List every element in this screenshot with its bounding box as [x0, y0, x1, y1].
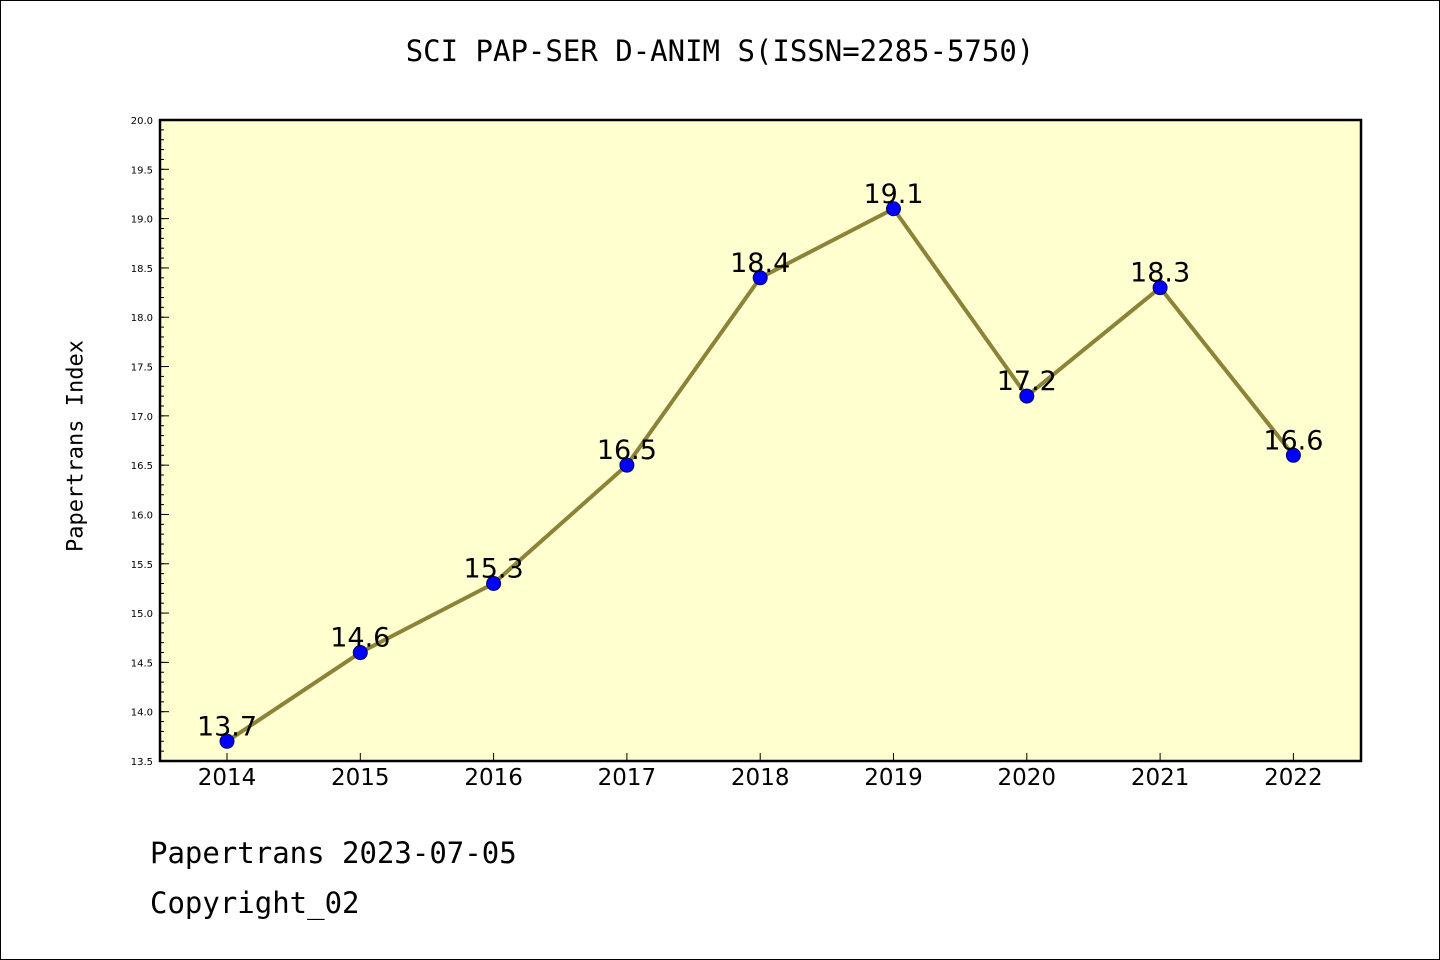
data-label: 18.3 — [1130, 258, 1190, 289]
data-label: 19.1 — [863, 179, 923, 210]
data-label: 16.5 — [597, 435, 657, 466]
y-tick-label: 19.0 — [131, 215, 153, 226]
footer-date: Papertrans 2023-07-05 — [150, 836, 517, 870]
axes-frame — [158, 118, 1363, 763]
y-tick-label: 15.0 — [131, 609, 153, 620]
data-label: 15.3 — [464, 553, 524, 584]
y-tick-label: 18.5 — [131, 264, 153, 275]
y-tick-label: 14.5 — [131, 658, 153, 669]
data-point — [1152, 280, 1168, 296]
y-tick-label: 14.0 — [131, 708, 153, 719]
footer-copyright: Copyright_02 — [150, 886, 360, 920]
data-point — [219, 733, 235, 749]
x-tick-label: 2016 — [464, 765, 523, 791]
y-tick-label: 17.5 — [131, 363, 153, 374]
x-tick-label: 2014 — [198, 765, 257, 791]
data-point — [486, 575, 502, 591]
x-tick-label: 2017 — [598, 765, 657, 791]
x-tick-label: 2018 — [731, 765, 790, 791]
data-point — [752, 270, 768, 286]
y-tick-label: 15.5 — [131, 560, 153, 571]
x-tick-label: 2020 — [998, 765, 1057, 791]
y-tick-label: 17.0 — [131, 412, 153, 423]
y-tick-label: 19.5 — [131, 165, 153, 176]
x-tick-label: 2015 — [331, 765, 390, 791]
y-tick-label: 13.5 — [131, 757, 153, 768]
x-tick-label: 2021 — [1131, 765, 1190, 791]
y-tick-label: 18.0 — [131, 313, 153, 324]
x-tick-label: 2019 — [864, 765, 923, 791]
chart-title: SCI PAP-SER D-ANIM S(ISSN=2285-5750) — [405, 34, 1035, 68]
data-point — [352, 645, 368, 661]
data-label: 17.2 — [997, 366, 1057, 397]
data-label: 13.7 — [197, 711, 257, 742]
y-tick-label: 16.5 — [131, 461, 153, 472]
data-point — [886, 201, 901, 217]
y-tick-label: 16.0 — [131, 510, 153, 521]
y-tick-label: 20.0 — [131, 116, 153, 127]
data-point — [619, 457, 635, 473]
data-label: 18.4 — [730, 248, 790, 279]
data-label: 14.6 — [330, 623, 390, 654]
data-point — [1019, 388, 1035, 404]
data-label: 16.6 — [1263, 425, 1323, 456]
data-point — [1285, 447, 1301, 463]
x-tick-label: 2022 — [1264, 765, 1323, 791]
